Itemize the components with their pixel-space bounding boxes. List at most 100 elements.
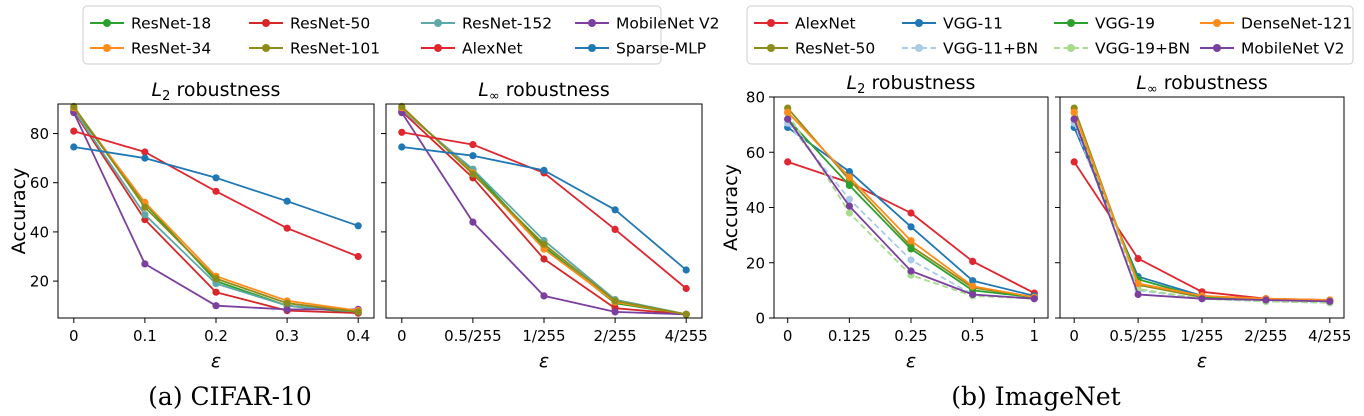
y-tick-label: 40 [30, 223, 49, 241]
data-point [969, 290, 977, 299]
y-axis-label: Accuracy [8, 168, 30, 255]
data-point [212, 302, 220, 310]
data-point [611, 308, 619, 316]
data-point [469, 170, 477, 178]
plot-frame [773, 96, 1049, 319]
x-tick-label: 0.2 [204, 327, 228, 345]
legend-frame [746, 5, 1354, 65]
data-point [845, 202, 854, 210]
x-tick-label: 4/255 [665, 327, 708, 345]
legend-marker [1067, 19, 1075, 27]
x-tick-label: 4/255 [1308, 327, 1351, 345]
data-point [212, 174, 220, 182]
legend-label: ResNet-152 [462, 15, 552, 33]
x-axis-label: ε [1197, 350, 1207, 372]
legend-marker [767, 44, 775, 52]
data-point [969, 282, 977, 290]
data-point [283, 305, 291, 313]
data-point [70, 143, 78, 151]
y-tick-label: 60 [30, 174, 49, 192]
data-point [784, 108, 792, 116]
data-point [845, 173, 854, 181]
plot-frame [1059, 96, 1345, 319]
data-point [784, 115, 792, 123]
x-tick-label: 0.25 [894, 327, 927, 345]
data-point [1070, 108, 1078, 116]
data-point [1134, 279, 1142, 288]
data-point [70, 127, 78, 135]
x-tick-label: 0.3 [275, 327, 299, 345]
data-point [1198, 295, 1206, 303]
legend-label: MobileNet V2 [616, 15, 719, 33]
series-line-resnet-101 [401, 105, 687, 316]
legend-marker [767, 19, 775, 27]
x-tick-label: 0.5/255 [444, 327, 502, 345]
data-point [845, 181, 854, 189]
legend-label: DenseNet-121 [1241, 15, 1352, 33]
data-point [398, 128, 406, 136]
data-point [907, 267, 915, 275]
data-point [611, 225, 619, 233]
legend-marker [588, 19, 596, 27]
legend-marker [588, 44, 596, 52]
legend-label: AlexNet [462, 40, 523, 58]
data-point [283, 197, 291, 205]
data-point [141, 203, 149, 211]
series-line-vgg-19 [1073, 118, 1330, 303]
chart-panel-1: 0 0.1 0.2 0.3 0.4 20 40 60 80 ε Accuracy L2 robustn… [8, 79, 375, 372]
panel-title: L∞ robustness [478, 79, 609, 104]
legend-2: AlexNet VGG-11 VGG-19 DenseNet-121 ResNet-50… [746, 5, 1354, 65]
data-point [469, 152, 477, 160]
data-point [1326, 297, 1334, 305]
data-point [469, 218, 477, 226]
x-tick-label: 0.5 [961, 327, 985, 345]
data-point [354, 252, 362, 261]
caption-cifar: (a) CIFAR-10 [148, 382, 312, 411]
series-line-alexnet [401, 131, 687, 290]
panel-title: L∞ robustness [1136, 72, 1267, 97]
caption-imagenet: (b) ImageNet [951, 382, 1120, 411]
data-point [70, 102, 78, 111]
x-tick-label: 1/255 [1180, 327, 1223, 345]
data-point [141, 211, 149, 219]
chart-panel-4: 0 0.5/255 1/255 2/255 4/255 ε L∞ robustness [1055, 72, 1351, 372]
x-axis-label: ε [539, 350, 549, 372]
data-point [141, 260, 149, 268]
x-tick-label: 0 [69, 327, 79, 345]
legend-marker [103, 44, 111, 52]
x-tick-label: 0.5/255 [1109, 327, 1167, 345]
series-line-densenet-121 [1073, 111, 1330, 301]
legend-label: ResNet-34 [131, 40, 211, 58]
data-point [1070, 158, 1078, 166]
data-point [283, 224, 291, 232]
legend-marker [915, 44, 923, 52]
x-tick-label: 2/255 [593, 327, 636, 345]
data-point [212, 275, 220, 283]
data-point [907, 237, 915, 245]
x-tick-label: 0 [397, 327, 407, 345]
series-line-vgg-19-bn [1073, 113, 1330, 304]
data-point [845, 209, 854, 217]
data-point [611, 206, 619, 214]
data-point [1262, 296, 1270, 304]
legend-marker [1213, 19, 1221, 27]
data-point [212, 187, 220, 195]
y-tick-label: 80 [746, 89, 765, 107]
x-tick-label: 2/255 [1244, 327, 1287, 345]
y-axis-label: Accuracy [720, 164, 742, 251]
legend-marker [434, 19, 442, 27]
x-axis-label: ε [906, 350, 916, 372]
data-point [540, 255, 548, 263]
data-point [784, 158, 792, 166]
legend-marker [262, 19, 270, 27]
legend-label: MobileNet V2 [1241, 40, 1344, 58]
series-line-resnet-50 [1073, 107, 1330, 303]
data-point [398, 143, 406, 151]
y-tick-label: 60 [746, 144, 765, 162]
panel-title: L2 robustness [152, 79, 281, 104]
data-point [212, 280, 220, 288]
y-tick-label: 20 [746, 254, 765, 272]
legend-1: ResNet-18 ResNet-50 ResNet-152 MobileNet V2… [82, 5, 719, 65]
legend-marker [434, 44, 442, 52]
data-point [682, 266, 690, 274]
